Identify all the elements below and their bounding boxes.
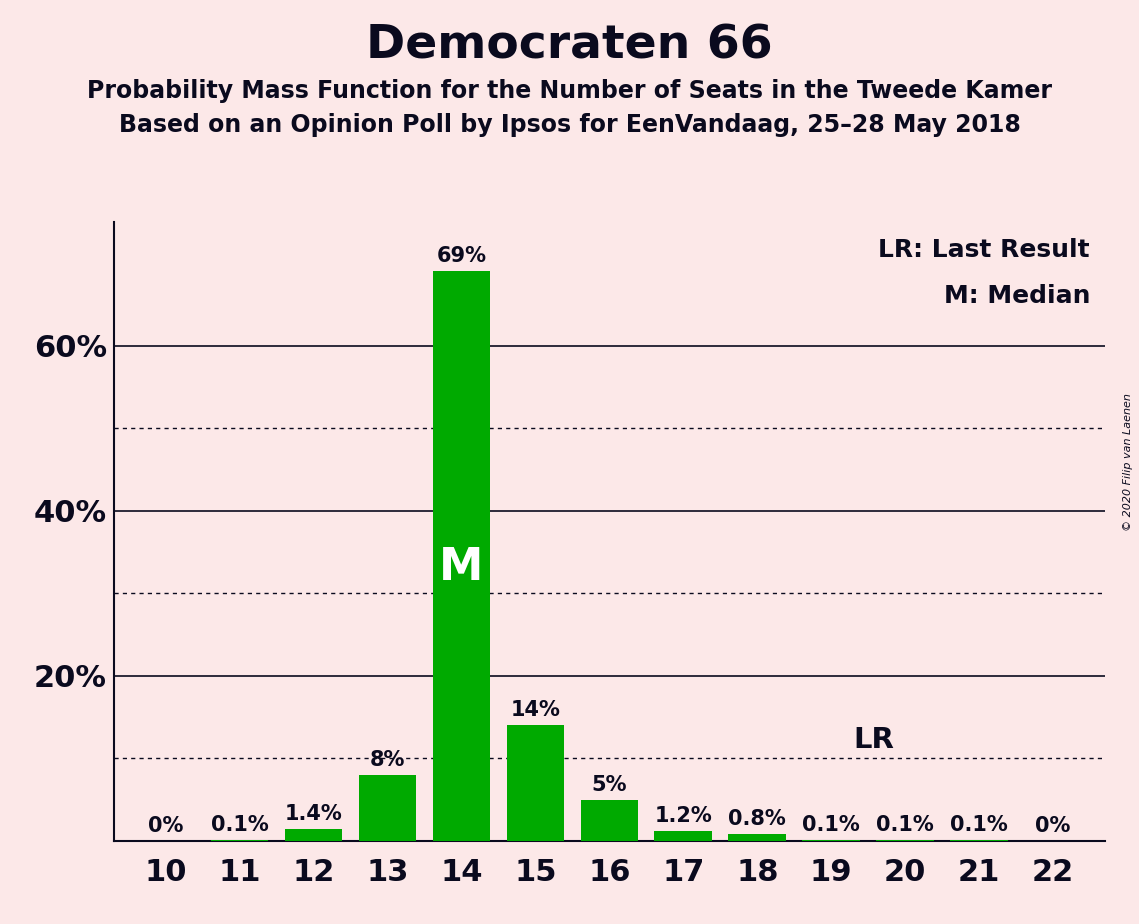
Bar [285,829,343,841]
Text: Probability Mass Function for the Number of Seats in the Tweede Kamer: Probability Mass Function for the Number… [87,79,1052,103]
Text: 0.1%: 0.1% [876,815,934,835]
Text: 1.2%: 1.2% [655,806,712,826]
Text: 0.1%: 0.1% [950,815,1008,835]
Text: M: Median: M: Median [943,284,1090,308]
Text: 0%: 0% [1035,816,1071,836]
Text: Based on an Opinion Poll by Ipsos for EenVandaag, 25–28 May 2018: Based on an Opinion Poll by Ipsos for Ee… [118,113,1021,137]
Bar [433,272,490,841]
Text: 5%: 5% [591,774,628,795]
Bar [507,725,564,841]
Text: © 2020 Filip van Laenen: © 2020 Filip van Laenen [1123,393,1133,531]
Text: LR: LR [853,726,894,754]
Text: M: M [440,546,484,589]
Text: 8%: 8% [370,750,405,770]
Text: 1.4%: 1.4% [285,804,343,824]
Bar [729,834,786,841]
Bar [655,831,712,841]
Text: 0.1%: 0.1% [211,815,269,835]
Text: LR: Last Result: LR: Last Result [878,238,1090,262]
Text: Democraten 66: Democraten 66 [366,23,773,68]
Text: 0%: 0% [148,816,183,836]
Bar [581,799,638,841]
Text: 0.1%: 0.1% [802,815,860,835]
Text: 14%: 14% [510,700,560,721]
Text: 0.8%: 0.8% [728,809,786,829]
Bar [359,775,417,841]
Text: 69%: 69% [436,247,486,266]
